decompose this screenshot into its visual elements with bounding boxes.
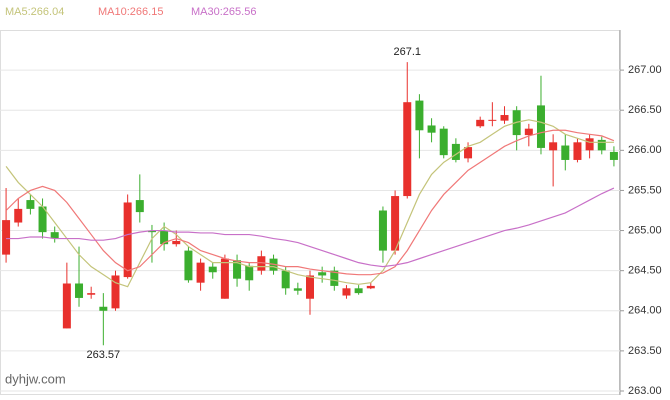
candle-body — [403, 102, 412, 197]
legend-label: MA30:265.56 — [191, 6, 256, 18]
candle-body — [524, 128, 533, 136]
candle-body — [500, 115, 509, 121]
candle-body — [536, 105, 545, 148]
y-tick-label: 263.50 — [628, 345, 662, 357]
candle-body — [439, 128, 448, 156]
y-tick-label: 264.50 — [628, 265, 662, 277]
candle-body — [476, 119, 485, 127]
candle-body — [330, 270, 339, 286]
y-tick-label: 263.00 — [628, 385, 662, 397]
candle-body — [318, 272, 327, 276]
candle-body — [366, 285, 375, 289]
candle-body — [38, 206, 47, 233]
candle-body — [220, 258, 229, 299]
legend-label: MA10:266.15 — [98, 6, 163, 18]
candle-body — [62, 283, 71, 329]
candle-body — [172, 240, 181, 245]
candle-body — [160, 230, 169, 245]
candle-body — [135, 200, 144, 213]
candle-body — [245, 265, 254, 281]
candle-body — [87, 293, 96, 295]
candle-body — [597, 139, 606, 151]
candle-body — [585, 138, 594, 151]
candle-body — [427, 125, 436, 133]
candle-body — [609, 151, 618, 160]
candle-body — [50, 232, 59, 239]
candle-body — [99, 306, 108, 311]
candle-body — [14, 208, 23, 223]
candle-body — [26, 200, 35, 209]
candle-body — [184, 250, 193, 281]
annotation: 263.57 — [87, 349, 121, 361]
watermark: dyhjw.com — [5, 371, 66, 386]
annotation: 267.1 — [393, 46, 421, 58]
candle-body — [257, 256, 266, 271]
candle-body — [111, 275, 120, 309]
candle-body — [123, 202, 132, 278]
y-tick-label: 264.00 — [628, 305, 662, 317]
ma-line — [5, 129, 615, 276]
candle-body — [464, 147, 473, 159]
ma-line — [6, 187, 615, 268]
ma-line — [5, 119, 614, 288]
candle-body — [573, 142, 582, 160]
y-tick-label: 265.50 — [628, 184, 662, 196]
candle-body — [306, 275, 314, 299]
candle-body — [415, 100, 424, 131]
candle-body — [2, 220, 11, 255]
legend-label: MA5:266.04 — [5, 6, 64, 18]
candle-body — [147, 230, 156, 233]
candle-body — [549, 142, 558, 151]
candle-body — [196, 262, 205, 283]
candle-body — [451, 143, 460, 160]
candle-body — [378, 210, 387, 251]
candle-body — [391, 196, 400, 251]
candle-body — [561, 145, 570, 160]
candle-body — [354, 288, 363, 294]
candle-body — [293, 288, 302, 291]
y-tick-label: 267.00 — [628, 64, 662, 76]
candle-body — [75, 283, 84, 298]
candle-body — [488, 119, 497, 121]
candle-body — [281, 270, 290, 289]
candle-body — [208, 266, 217, 273]
y-tick-label: 266.00 — [628, 144, 662, 156]
y-tick-label: 266.50 — [628, 104, 662, 116]
plot-frame — [0, 30, 620, 395]
y-tick-label: 265.00 — [628, 224, 662, 236]
candle-body — [342, 288, 351, 296]
candle-body — [233, 260, 242, 279]
